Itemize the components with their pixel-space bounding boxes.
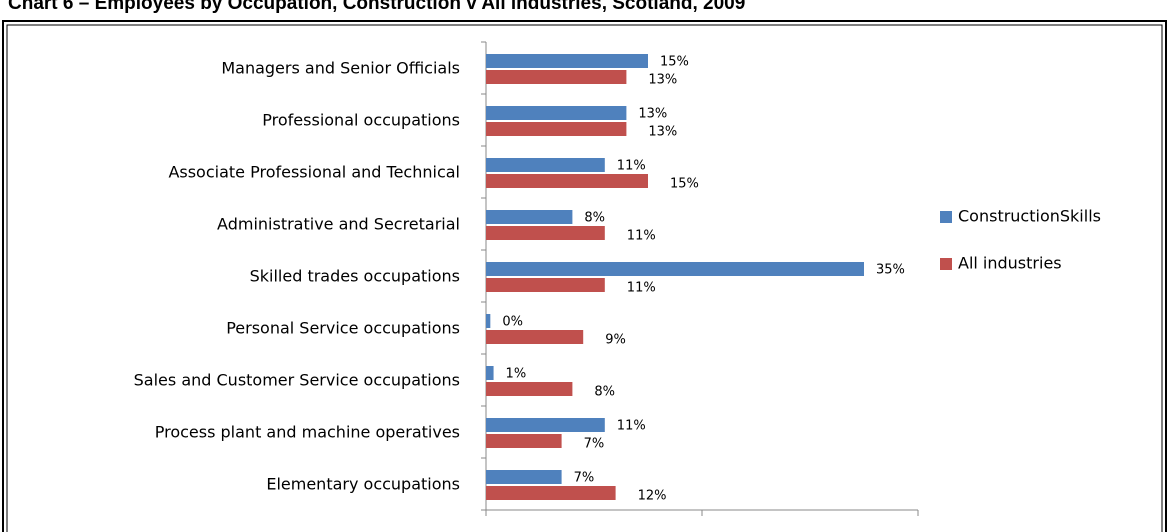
bar xyxy=(486,470,562,484)
bar xyxy=(486,330,584,344)
y-tick-label: Managers and Senior Officials xyxy=(221,59,460,78)
bar xyxy=(486,366,494,380)
value-label: 8% xyxy=(594,385,615,400)
value-label: 11% xyxy=(617,159,646,174)
value-label: 9% xyxy=(605,333,626,348)
y-tick-label: Associate Professional and Technical xyxy=(168,163,460,182)
frame-inner xyxy=(6,24,1163,532)
value-label: 7% xyxy=(584,437,605,452)
value-label: 7% xyxy=(574,471,595,486)
y-tick-label: Personal Service occupations xyxy=(226,319,460,338)
bar xyxy=(486,54,648,68)
bar xyxy=(486,122,627,136)
bar xyxy=(486,226,605,240)
chart-title: Chart 6 – Employees by Occupation, Const… xyxy=(8,0,745,14)
value-label: 13% xyxy=(638,107,667,122)
value-label: 8% xyxy=(584,211,605,226)
value-label: 13% xyxy=(648,73,677,88)
y-tick-label: Elementary occupations xyxy=(266,475,460,494)
bar xyxy=(486,106,627,120)
bar xyxy=(486,434,562,448)
bar xyxy=(486,70,627,84)
bar xyxy=(486,262,864,276)
bar xyxy=(486,314,491,328)
bar xyxy=(486,174,648,188)
value-label: 0% xyxy=(502,315,523,330)
y-tick-label: Sales and Customer Service occupations xyxy=(134,371,460,390)
y-tick-label: Skilled trades occupations xyxy=(250,267,460,286)
value-label: 11% xyxy=(627,281,656,296)
value-label: 15% xyxy=(670,177,699,192)
value-label: 35% xyxy=(876,263,905,278)
legend-swatch xyxy=(940,258,952,270)
y-tick-label: Administrative and Secretarial xyxy=(217,215,460,234)
value-label: 12% xyxy=(638,489,667,504)
bar xyxy=(486,158,605,172)
value-label: 13% xyxy=(648,125,677,140)
bar xyxy=(486,418,605,432)
bar xyxy=(486,210,573,224)
legend-label: All industries xyxy=(958,254,1062,273)
value-label: 11% xyxy=(627,229,656,244)
frame xyxy=(2,20,1167,532)
bar xyxy=(486,382,573,396)
bar xyxy=(486,486,616,500)
y-tick-label: Process plant and machine operatives xyxy=(155,423,460,442)
value-label: 11% xyxy=(617,419,646,434)
legend-label: ConstructionSkills xyxy=(958,207,1101,226)
value-label: 15% xyxy=(660,55,689,70)
legend-swatch xyxy=(940,211,952,223)
y-tick-label: Professional occupations xyxy=(262,111,460,130)
bar xyxy=(486,278,605,292)
value-label: 1% xyxy=(506,367,527,382)
